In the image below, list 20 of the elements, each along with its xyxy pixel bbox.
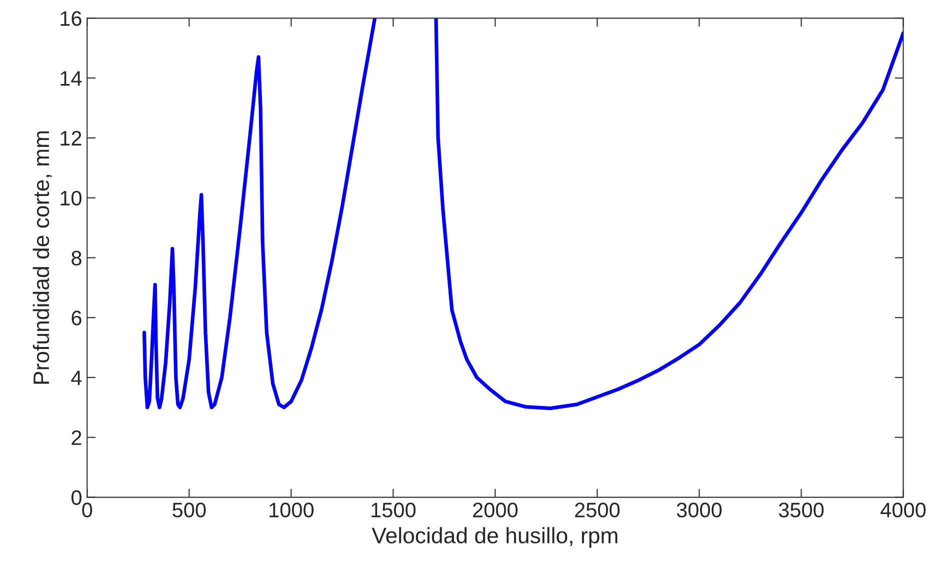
y-tick-label: 0 [72, 490, 82, 506]
y-axis-title: Profundidad de corte, mm [32, 131, 52, 384]
y-tick-label: 10 [60, 190, 82, 206]
y-tick-label: 8 [72, 250, 82, 266]
y-tick-label: 14 [60, 71, 82, 86]
x-tick-label: 3000 [676, 502, 722, 518]
x-tick-label: 500 [172, 502, 206, 518]
y-tick-label: 2 [72, 430, 82, 445]
y-tick-label: 6 [72, 310, 82, 326]
x-tick-label: 4000 [880, 502, 926, 518]
x-tick-label: 2500 [575, 502, 620, 518]
y-tick-label: 16 [60, 11, 82, 26]
x-tick-label: 2000 [473, 502, 518, 518]
x-tick-label: 1000 [270, 502, 314, 518]
y-tick-label: 4 [71, 370, 82, 386]
x-tick-label: 0 [82, 502, 92, 518]
y-tick-label: 12 [60, 130, 82, 146]
x-tick-label: 3500 [778, 502, 824, 518]
x-axis-title: Velocidad de husillo, rpm [372, 527, 618, 548]
x-tick-label: 1500 [372, 502, 416, 518]
